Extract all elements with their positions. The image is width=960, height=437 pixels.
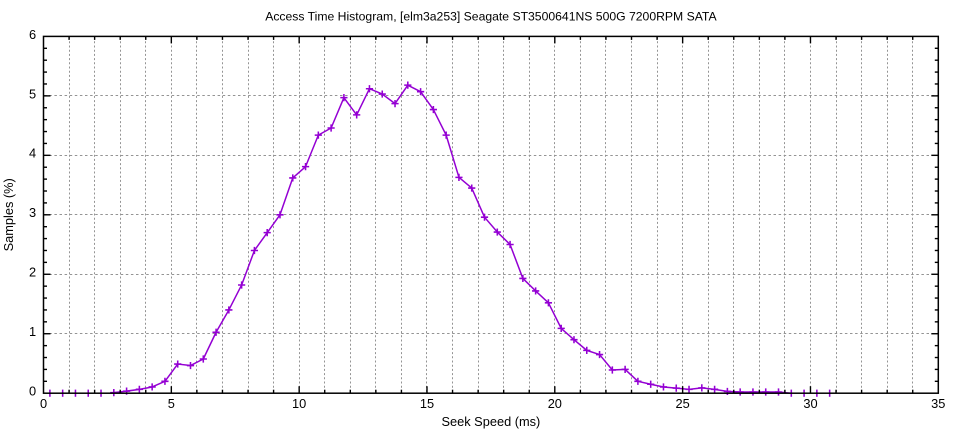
svg-text:Seek Speed (ms): Seek Speed (ms) [441, 414, 540, 429]
svg-text:3: 3 [29, 205, 36, 220]
svg-text:10: 10 [292, 396, 306, 411]
svg-text:5: 5 [168, 396, 175, 411]
svg-text:15: 15 [420, 396, 434, 411]
svg-text:30: 30 [803, 396, 817, 411]
svg-text:1: 1 [29, 324, 36, 339]
svg-text:Access Time Histogram, [elm3a2: Access Time Histogram, [elm3a253] Seagat… [265, 9, 717, 23]
svg-text:6: 6 [29, 27, 36, 42]
svg-text:0: 0 [29, 384, 36, 399]
svg-text:0: 0 [40, 396, 47, 411]
svg-text:35: 35 [931, 396, 945, 411]
svg-text:2: 2 [29, 265, 36, 280]
svg-text:20: 20 [548, 396, 562, 411]
svg-text:5: 5 [29, 86, 36, 101]
svg-text:Samples (%): Samples (%) [1, 178, 16, 251]
svg-text:4: 4 [29, 146, 36, 161]
svg-text:25: 25 [676, 396, 690, 411]
